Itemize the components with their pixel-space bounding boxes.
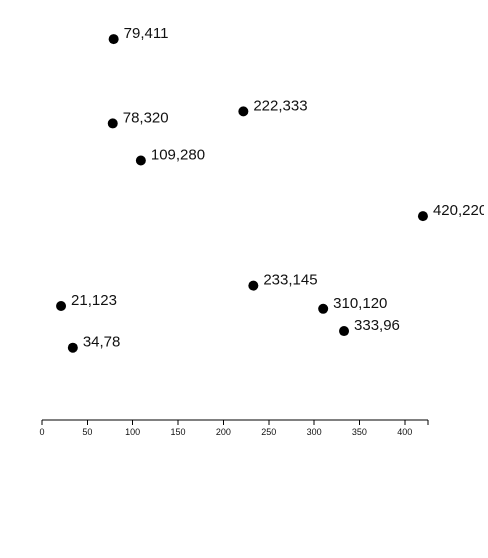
data-point	[108, 34, 119, 45]
data-label: 222,333	[253, 97, 307, 114]
data-label: 233,145	[263, 272, 317, 289]
data-label: 109,280	[151, 146, 205, 163]
x-tick-label: 150	[171, 427, 186, 437]
data-label: 34,78	[83, 334, 121, 351]
x-tick-label: 100	[125, 427, 140, 437]
data-point	[339, 326, 350, 337]
x-tick-label: 50	[82, 427, 92, 437]
data-label: 78,320	[123, 109, 169, 126]
data-point	[417, 211, 428, 222]
x-tick-label: 350	[352, 427, 367, 437]
data-label: 79,411	[124, 25, 169, 42]
x-tick-label: 250	[261, 427, 276, 437]
points-layer: 79,411 222,333 78,320 109,280 420,220 233,145…	[56, 25, 487, 353]
data-point	[107, 118, 118, 129]
x-tick-label: 0	[39, 427, 44, 437]
data-label: 310,120	[333, 295, 387, 312]
data-point	[67, 342, 78, 353]
data-point	[238, 106, 249, 117]
x-tick-label: 400	[397, 427, 412, 437]
data-point	[318, 303, 329, 314]
data-label: 333,96	[354, 317, 400, 334]
x-tick-label: 300	[307, 427, 322, 437]
x-axis: 0 50 100 150 200 250 300 350 400	[39, 419, 429, 437]
x-tick-label: 200	[216, 427, 231, 437]
data-point	[248, 280, 259, 291]
data-label: 420,220	[433, 202, 487, 219]
data-label: 21,123	[71, 292, 117, 309]
data-point	[56, 301, 67, 312]
data-point	[135, 155, 146, 166]
